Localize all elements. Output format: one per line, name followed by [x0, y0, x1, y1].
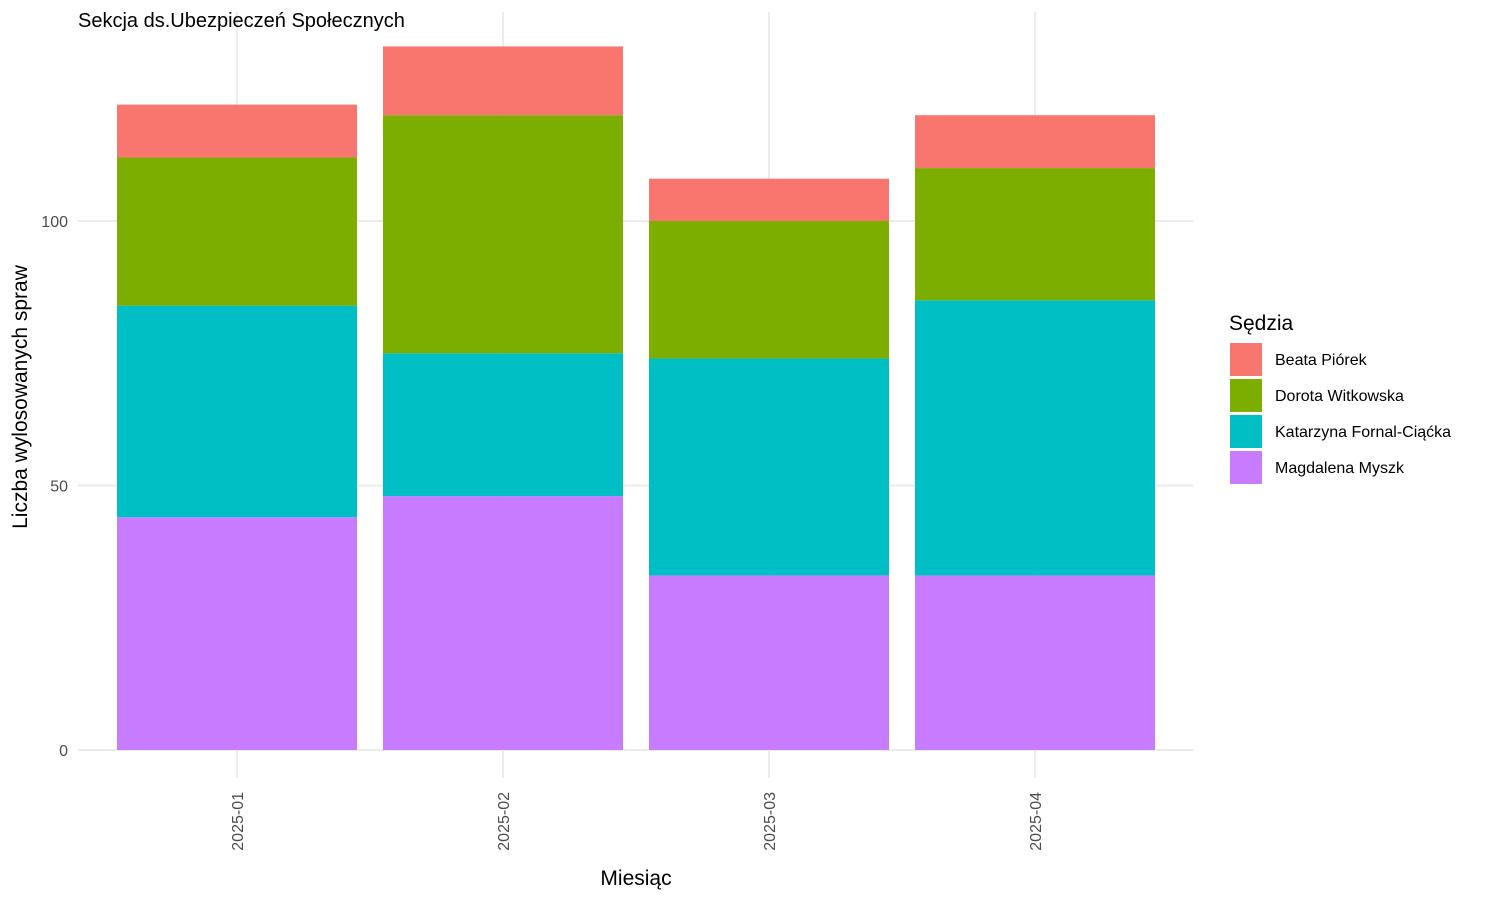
x-tick-label: 2025-04	[1028, 792, 1045, 851]
legend-label: Katarzyna Fornal-Ciąćka	[1275, 424, 1451, 441]
bar-2025-03-series-1	[649, 358, 889, 576]
y-tick-label: 50	[50, 479, 68, 496]
y-tick-label: 0	[59, 743, 68, 760]
bar-2025-01-series-1	[117, 305, 357, 518]
bar-2025-01-series-2	[117, 157, 357, 306]
bar-2025-04-series-3	[915, 115, 1155, 169]
bar-2025-03-series-3	[649, 178, 889, 221]
bars-layer	[117, 46, 1155, 750]
legend-swatch	[1230, 451, 1262, 484]
bar-2025-03-series-2	[649, 221, 889, 359]
legend-label: Magdalena Myszk	[1275, 460, 1405, 477]
bar-2025-02-series-1	[383, 353, 623, 497]
chart-title: Sekcja ds.Ubezpieczeń Społecznych	[78, 10, 405, 32]
bar-2025-04-series-0	[915, 575, 1155, 750]
bar-2025-03-series-0	[649, 575, 889, 750]
bar-2025-01-series-0	[117, 517, 357, 750]
bar-2025-04-series-2	[915, 168, 1155, 301]
x-tick-label: 2025-01	[230, 792, 247, 851]
bar-2025-02-series-2	[383, 115, 623, 354]
legend: Sędzia Beata Piórek Dorota Witkowska Katar…	[1229, 312, 1451, 484]
y-axis-title: Liczba wylosowanych spraw	[9, 264, 32, 529]
x-tick-label: 2025-03	[762, 792, 779, 851]
bar-2025-01-series-3	[117, 104, 357, 158]
ticks-layer: 0 50 100 2025-01 2025-02 2025-03 2025-04	[41, 214, 1045, 851]
bar-2025-04-series-1	[915, 300, 1155, 576]
x-tick-label: 2025-02	[496, 792, 513, 851]
x-axis-title: Miesiąc	[600, 867, 671, 890]
legend-swatch	[1230, 415, 1262, 448]
legend-label: Beata Piórek	[1275, 352, 1368, 369]
legend-swatch	[1230, 379, 1262, 412]
bar-2025-02-series-0	[383, 496, 623, 750]
legend-items: Beata Piórek Dorota Witkowska Katarzyna Fo…	[1230, 343, 1451, 484]
legend-label: Dorota Witkowska	[1275, 388, 1404, 405]
legend-title: Sędzia	[1229, 312, 1294, 335]
bar-2025-02-series-3	[383, 46, 623, 116]
legend-swatch	[1230, 343, 1262, 376]
y-tick-label: 100	[41, 214, 68, 231]
